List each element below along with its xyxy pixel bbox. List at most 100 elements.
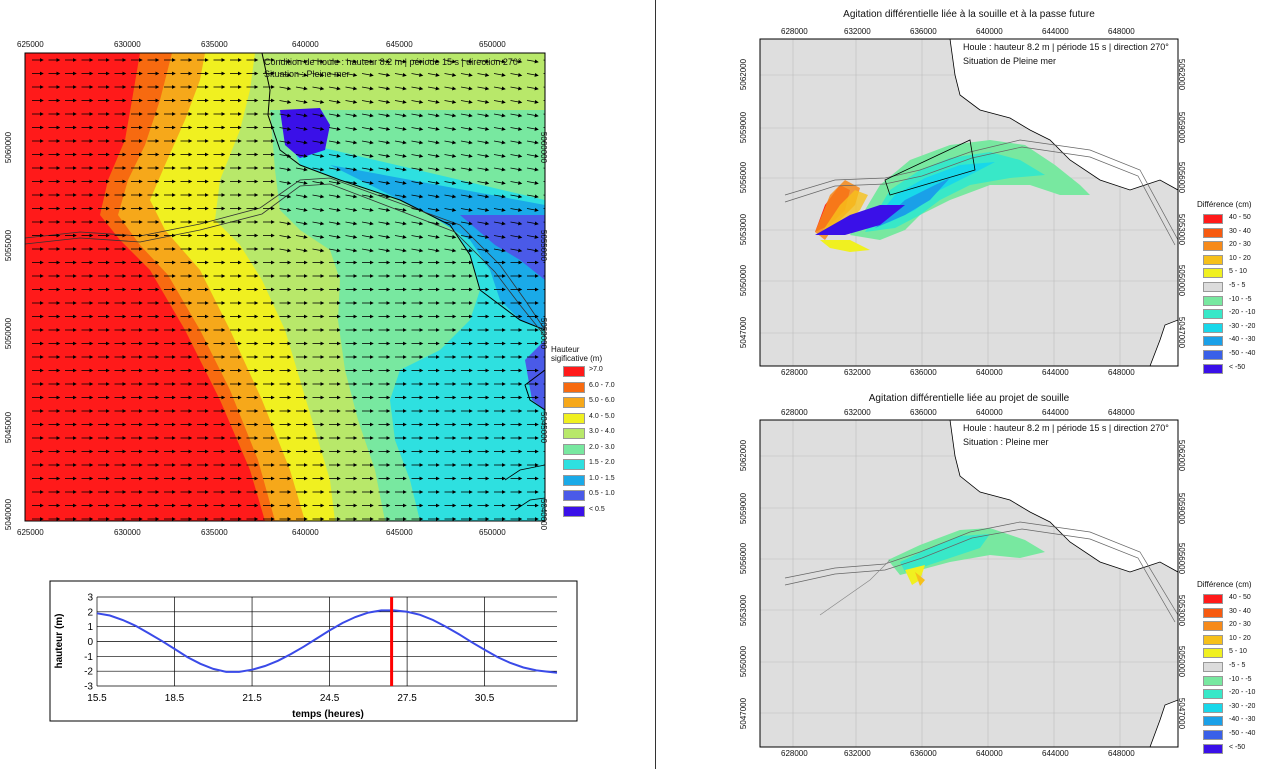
- legend-swatch: [563, 412, 585, 424]
- legend-swatch: [1203, 322, 1223, 333]
- wave-arrow: [328, 153, 341, 158]
- wave-arrow: [493, 153, 506, 158]
- wave-arrow: [427, 167, 440, 172]
- wave-arrow: [361, 113, 374, 118]
- wave-arrow: [411, 207, 424, 212]
- y-tick-label-right: 5047000: [1177, 316, 1187, 349]
- legend-label: 10 - 20: [1229, 634, 1251, 642]
- legend-label: -20 - -10: [1229, 689, 1256, 697]
- legend-swatch: [1203, 227, 1223, 238]
- wave-arrow: [493, 248, 506, 253]
- wave-arrow: [378, 207, 391, 212]
- wave-arrow: [345, 234, 358, 239]
- wave-arrow: [477, 113, 490, 118]
- wave-arrow: [345, 72, 358, 77]
- x-tick-label-top: 640000: [292, 40, 319, 49]
- x-tick-label-bottom: 645000: [386, 528, 413, 537]
- y-tick-label-left: 5053000: [739, 213, 749, 246]
- wave-arrow: [279, 194, 292, 199]
- legend-swatch: [1203, 675, 1223, 686]
- wave-arrow: [345, 113, 358, 118]
- tide-x-tick-label: 27.5: [397, 693, 417, 704]
- wave-arrow: [394, 86, 407, 91]
- tide-y-tick-label: -2: [84, 667, 93, 678]
- wave-arrow: [361, 153, 374, 158]
- legend-label: -40 - -30: [1229, 716, 1256, 724]
- y-tick-label-right: 5060000: [539, 131, 549, 164]
- wave-arrow: [427, 207, 440, 212]
- y-tick-label-right: 5045000: [539, 411, 549, 444]
- x-tick-label-bottom: 648000: [1108, 368, 1135, 377]
- legend-entry: 3.0 - 4.0: [563, 428, 653, 439]
- legend-swatch: [1203, 309, 1223, 320]
- wave-arrow: [328, 113, 341, 118]
- wave-arrow: [295, 180, 308, 185]
- wave-arrow: [361, 59, 374, 64]
- wave-arrow: [394, 180, 407, 185]
- legend-label: -50 - -40: [1229, 730, 1256, 737]
- wave-arrow: [394, 248, 407, 253]
- wave-arrow: [493, 126, 506, 131]
- wave-arrow: [493, 194, 506, 199]
- wave-arrow: [411, 140, 424, 145]
- wave-arrow: [477, 59, 490, 64]
- legend-label: 5 - 10: [1229, 268, 1247, 276]
- wave-arrow: [378, 59, 391, 64]
- tide-x-tick-label: 24.5: [320, 693, 340, 704]
- y-tick-label-right: 5040000: [539, 498, 549, 531]
- x-tick-label-bottom: 644000: [1042, 749, 1069, 758]
- legend-label: 5.0 - 6.0: [589, 397, 615, 404]
- tide-series-line: [96, 609, 558, 674]
- tide-x-tick-label: 21.5: [242, 693, 262, 704]
- legend-entry: 10 - 20: [1203, 254, 1273, 265]
- wave-arrow: [295, 72, 308, 77]
- wave-arrow: [477, 194, 490, 199]
- wave-arrow: [411, 126, 424, 131]
- wave-arrow: [295, 167, 308, 172]
- legend-swatch: [563, 459, 585, 470]
- legend-label: < 0.5: [589, 505, 605, 513]
- x-tick-label-bottom: 636000: [910, 368, 937, 377]
- legend-swatch: [1203, 254, 1223, 265]
- x-tick-label-top: 650000: [479, 40, 506, 49]
- wave-arrow: [510, 234, 523, 239]
- legend-swatch: [563, 505, 585, 517]
- wave-arrow: [345, 86, 358, 91]
- wave-arrow: [510, 248, 523, 253]
- wave-arrow: [493, 59, 506, 64]
- legend-entry: 1.0 - 1.5: [563, 474, 653, 486]
- wave-arrow: [460, 180, 473, 185]
- y-tick-label-right: 5059000: [1177, 492, 1187, 525]
- tide-x-tick-label: 18.5: [165, 693, 185, 704]
- tide-y-tick-label: 1: [87, 622, 93, 633]
- wave-arrow: [328, 221, 341, 226]
- legend-label: 1.0 - 1.5: [589, 474, 615, 482]
- wave-arrow: [477, 234, 490, 239]
- y-tick-label-left: 5060000: [4, 131, 14, 164]
- legend-swatch: [1203, 350, 1223, 360]
- legend-label: 20 - 30: [1229, 621, 1251, 629]
- y-tick-label-right: 5050000: [539, 317, 549, 350]
- wave-arrow: [444, 167, 457, 172]
- x-tick-label-top: 644000: [1042, 27, 1069, 36]
- wave-arrow: [378, 153, 391, 158]
- wave-arrow: [427, 234, 440, 239]
- legend-swatch: [563, 397, 585, 408]
- wave-arrow: [411, 194, 424, 199]
- legend-label: 0.5 - 1.0: [589, 490, 615, 497]
- wave-arrow: [444, 86, 457, 91]
- legend-swatch: [1203, 214, 1223, 224]
- legend-label: 40 - 50: [1229, 214, 1251, 221]
- wave-arrow: [427, 126, 440, 131]
- legend-entry: 4.0 - 5.0: [563, 412, 653, 424]
- legend-entry: 40 - 50: [1203, 214, 1273, 224]
- y-tick-label-right: 5050000: [1177, 645, 1187, 678]
- wave-arrow: [444, 194, 457, 199]
- wave-arrow: [328, 167, 341, 172]
- wave-arrow: [312, 72, 325, 77]
- legend-entry: 0.5 - 1.0: [563, 490, 653, 501]
- wave-arrow: [493, 72, 506, 77]
- wave-arrow: [427, 59, 440, 64]
- legend-swatch: [1203, 648, 1223, 659]
- wave-arrow: [411, 167, 424, 172]
